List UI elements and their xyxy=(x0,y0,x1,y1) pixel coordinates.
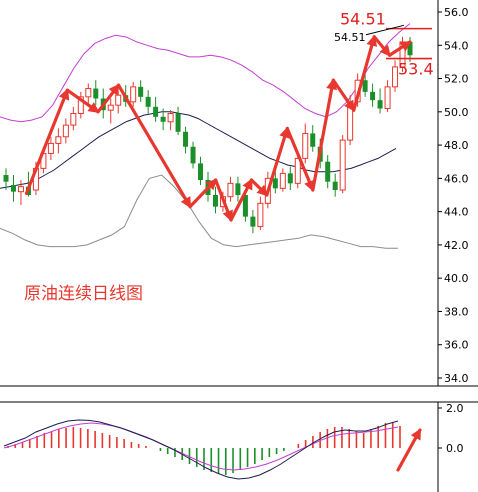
candle-body-down xyxy=(235,183,241,195)
candle-body-down xyxy=(362,80,368,92)
price-annotation: 53.4 xyxy=(398,60,434,79)
trend-arrow-head xyxy=(205,178,218,191)
bollinger-lines xyxy=(0,23,411,249)
candle-body-down xyxy=(145,96,151,107)
trend-arrow-head xyxy=(399,40,412,52)
trend-arrow-segment xyxy=(116,83,192,209)
trend-arrow-segment xyxy=(265,126,289,197)
y-tick-label: 40.0 xyxy=(444,272,469,285)
macd-arrow-head xyxy=(410,428,421,441)
price-annotations: 54.51 54.51 53.4 xyxy=(334,10,434,79)
trend-arrow-head xyxy=(344,99,355,112)
candle-body-up xyxy=(384,86,391,109)
candle-body-up xyxy=(77,96,84,114)
candle-body-down xyxy=(377,100,383,109)
y-tick-label: 46.0 xyxy=(444,172,469,185)
trend-arrow-head xyxy=(180,196,192,209)
trend-arrow-head xyxy=(87,102,100,113)
candle-body-down xyxy=(3,175,9,182)
candle-body-up xyxy=(279,172,286,189)
macd-dif-line xyxy=(3,419,399,480)
candle-body-down xyxy=(370,91,376,101)
macd-tick-label: 0.0 xyxy=(446,442,464,455)
candle-body-up xyxy=(294,157,301,184)
candle-body-down xyxy=(190,146,196,164)
annotation-pointer-line xyxy=(365,24,405,36)
price-annotation: 54.51 xyxy=(340,10,386,29)
candle-body-down xyxy=(332,181,338,191)
candle-body-up xyxy=(257,202,264,228)
candle-body-up xyxy=(47,142,54,154)
trend-arrow-segment xyxy=(352,35,376,112)
trend-arrow-head xyxy=(256,184,269,197)
candle-body-down xyxy=(250,216,256,227)
trend-arrow-head xyxy=(242,178,253,191)
candle-body-down xyxy=(153,106,159,117)
candle-body-up xyxy=(130,86,137,103)
candle-body-up xyxy=(85,88,92,98)
macd-y-ticks: 2.0 0.0 xyxy=(438,402,464,455)
candle-body-down xyxy=(198,163,204,181)
candle-body-up xyxy=(107,104,114,111)
y-tick-label: 50.0 xyxy=(444,106,469,119)
candle-body-up xyxy=(339,139,346,191)
candle-body-down xyxy=(242,195,248,217)
candle-body-up xyxy=(70,112,77,126)
y-tick-label: 38.0 xyxy=(444,305,469,318)
candle-body-down xyxy=(183,131,189,147)
y-tick-label: 34.0 xyxy=(444,372,469,385)
bollinger-upper-line xyxy=(0,23,411,123)
candle-body-down xyxy=(407,41,413,56)
candlesticks xyxy=(3,36,413,234)
candle-body-up xyxy=(115,94,122,106)
y-tick-label: 44.0 xyxy=(444,206,469,219)
candle-body-up xyxy=(167,112,174,123)
candle-body-down xyxy=(93,88,99,99)
trend-arrow-segment xyxy=(24,88,69,195)
candle-body-down xyxy=(10,185,16,192)
chart-title: 原油连续日线图 xyxy=(24,284,143,304)
trend-arrow-segment xyxy=(311,78,335,192)
macd-dea-line xyxy=(3,422,399,471)
candle-body-down xyxy=(310,133,316,147)
candle-body-up xyxy=(62,124,69,138)
price-annotation: 54.51 xyxy=(334,31,366,44)
macd-tick-label: 2.0 xyxy=(446,402,464,415)
y-tick-label: 36.0 xyxy=(444,339,469,352)
y-tick-label: 48.0 xyxy=(444,139,469,152)
candle-body-up xyxy=(302,132,309,159)
y-tick-label: 54.0 xyxy=(444,39,469,52)
candle-body-up xyxy=(17,186,24,193)
bollinger-lower-line xyxy=(0,174,398,249)
candle-body-down xyxy=(287,173,293,184)
trend-arrow-segment xyxy=(285,126,315,192)
y-tick-label: 52.0 xyxy=(444,73,469,86)
candle-body-up xyxy=(227,182,234,198)
candle-body-down xyxy=(160,116,166,122)
candle-body-down xyxy=(175,113,181,132)
macd-panel xyxy=(3,419,422,480)
trend-arrow-head xyxy=(379,44,391,57)
candle-body-down xyxy=(212,195,218,207)
candle-body-down xyxy=(272,178,278,189)
y-tick-label: 56.0 xyxy=(444,6,469,19)
candle-body-down xyxy=(138,86,144,97)
trend-arrow-head xyxy=(108,83,120,96)
candle-body-up xyxy=(55,136,62,144)
candle-body-up xyxy=(392,66,399,88)
y-tick-label: 42.0 xyxy=(444,239,469,252)
trend-arrows xyxy=(24,34,412,222)
main-y-ticks: 56.0 54.0 52.0 50.0 48.0 46.0 44.0 42.0 40.0 38.0… xyxy=(438,6,469,385)
candle-body-down xyxy=(325,161,331,182)
